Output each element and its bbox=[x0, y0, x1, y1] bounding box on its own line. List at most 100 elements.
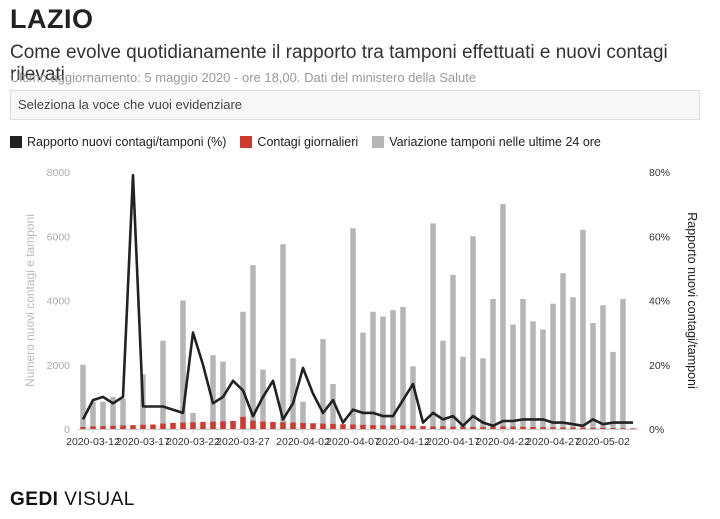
cases-bar bbox=[110, 425, 116, 429]
tests-bar bbox=[250, 265, 256, 429]
x-tick-label: 2020-03-17 bbox=[116, 436, 170, 448]
y-tick-label: 2000 bbox=[47, 360, 71, 372]
combo-chart: 0 2000 4000 6000 8000 0% 20% 40% 60% 80% 2020-03-1… bbox=[23, 167, 699, 448]
cases-bar bbox=[630, 428, 636, 429]
legend-label-ratio: Rapporto nuovi contagi/tamponi (%) bbox=[27, 135, 227, 149]
tests-bar bbox=[510, 324, 516, 429]
tests-bar bbox=[380, 316, 386, 429]
cases-bar bbox=[420, 426, 426, 429]
cases-bar bbox=[140, 424, 146, 429]
cases-bar bbox=[620, 428, 626, 429]
cases-bar bbox=[170, 422, 176, 429]
tests-bar bbox=[450, 274, 456, 429]
page-title: LAZIO bbox=[10, 4, 94, 34]
y2-tick-label: 20% bbox=[649, 360, 670, 372]
tests-bar bbox=[300, 401, 306, 429]
tests-bar bbox=[290, 358, 296, 429]
cases-bar bbox=[340, 424, 346, 429]
legend-item-ratio[interactable]: Rapporto nuovi contagi/tamponi (%) bbox=[10, 135, 226, 149]
cases-bar bbox=[320, 423, 326, 429]
cases-bar bbox=[510, 426, 516, 429]
cases-bar bbox=[120, 425, 126, 429]
x-tick-label: 2020-03-22 bbox=[166, 436, 220, 448]
cases-bar bbox=[100, 426, 106, 429]
x-tick-label: 2020-03-27 bbox=[216, 436, 270, 448]
legend-label-tests: Variazione tamponi nelle ultime 24 ore bbox=[389, 135, 601, 149]
tests-bar bbox=[470, 236, 476, 429]
y-axis-title: Numero nuovi contagi e tamponi bbox=[23, 214, 37, 387]
tests-bar bbox=[610, 351, 616, 429]
x-tick-label: 2020-04-27 bbox=[526, 436, 580, 448]
legend-label-daily-cases: Contagi giornalieri bbox=[257, 135, 359, 149]
y2-tick-label: 60% bbox=[649, 231, 670, 243]
tests-bar bbox=[180, 300, 186, 429]
tests-bar bbox=[410, 366, 416, 429]
tests-bar bbox=[370, 311, 376, 429]
cases-bar bbox=[580, 427, 586, 429]
legend-swatch-daily-cases bbox=[240, 136, 253, 148]
y-tick-label: 6000 bbox=[47, 231, 71, 243]
cases-bar bbox=[280, 422, 286, 429]
tests-bar bbox=[400, 306, 406, 429]
tests-bar bbox=[550, 303, 556, 429]
cases-bar bbox=[430, 426, 436, 429]
tests-bar bbox=[520, 298, 526, 429]
legend-swatch-tests bbox=[372, 136, 385, 148]
cases-bar bbox=[240, 416, 246, 429]
ratio-line bbox=[81, 173, 633, 428]
brand-light: VISUAL bbox=[64, 489, 135, 510]
tests-bar bbox=[570, 297, 576, 429]
update-note: Ultimo aggiornamento: 5 maggio 2020 - or… bbox=[10, 70, 477, 85]
x-tick-label: 2020-04-02 bbox=[276, 436, 330, 448]
tests-bar bbox=[580, 229, 586, 429]
page-subtitle: Come evolve quotidianamente il rapporto … bbox=[10, 42, 668, 85]
cases-bar bbox=[150, 424, 156, 429]
legend-swatch-ratio bbox=[10, 136, 22, 148]
cases-bar bbox=[540, 427, 546, 429]
cases-bar bbox=[230, 420, 236, 429]
cases-bar bbox=[550, 427, 556, 429]
cases-bar bbox=[260, 421, 266, 429]
cases-bar bbox=[380, 425, 386, 429]
cases-bar bbox=[610, 428, 616, 429]
cases-bar bbox=[400, 425, 406, 429]
cases-bar bbox=[600, 427, 606, 429]
tests-bar bbox=[460, 356, 466, 429]
brand-logo: GEDI VISUAL bbox=[10, 489, 135, 511]
tests-bar bbox=[600, 305, 606, 429]
cases-bar bbox=[180, 422, 186, 429]
chart-axes: 0 2000 4000 6000 8000 0% 20% 40% 60% 80% 2020-03-1… bbox=[23, 167, 699, 448]
highlight-select[interactable]: Seleziona la voce che vuoi evidenziare bbox=[10, 90, 700, 120]
cases-bar bbox=[470, 426, 476, 429]
tests-bar bbox=[120, 398, 126, 429]
cases-bar bbox=[210, 421, 216, 429]
y2-tick-label: 0% bbox=[649, 424, 664, 436]
tests-bar bbox=[160, 340, 166, 429]
y-tick-label: 8000 bbox=[47, 167, 71, 179]
tests-bar bbox=[90, 401, 96, 429]
cases-bar bbox=[350, 424, 356, 429]
highlight-select-placeholder: Seleziona la voce che vuoi evidenziare bbox=[18, 97, 243, 112]
legend-item-tests[interactable]: Variazione tamponi nelle ultime 24 ore bbox=[372, 135, 601, 149]
legend-item-daily-cases[interactable]: Contagi giornalieri bbox=[240, 135, 358, 149]
cases-bar bbox=[520, 426, 526, 429]
cases-bar bbox=[460, 426, 466, 429]
x-tick-label: 2020-04-12 bbox=[376, 436, 430, 448]
x-tick-label: 2020-04-22 bbox=[476, 436, 530, 448]
cases-bar bbox=[220, 421, 226, 429]
x-tick-label: 2020-05-02 bbox=[576, 436, 630, 448]
tests-bar bbox=[110, 396, 116, 429]
cases-bars bbox=[80, 416, 636, 429]
x-tick-label: 2020-04-17 bbox=[426, 436, 480, 448]
tests-bar bbox=[490, 298, 496, 429]
cases-bar bbox=[590, 427, 596, 429]
cases-bar bbox=[190, 422, 196, 429]
cases-bar bbox=[80, 427, 86, 429]
brand-bold: GEDI bbox=[10, 489, 59, 510]
cases-bar bbox=[360, 424, 366, 429]
tests-bar bbox=[540, 329, 546, 429]
tests-bar bbox=[280, 244, 286, 429]
cases-bar bbox=[200, 421, 206, 429]
tests-bar bbox=[590, 322, 596, 429]
cases-bar bbox=[390, 425, 396, 429]
